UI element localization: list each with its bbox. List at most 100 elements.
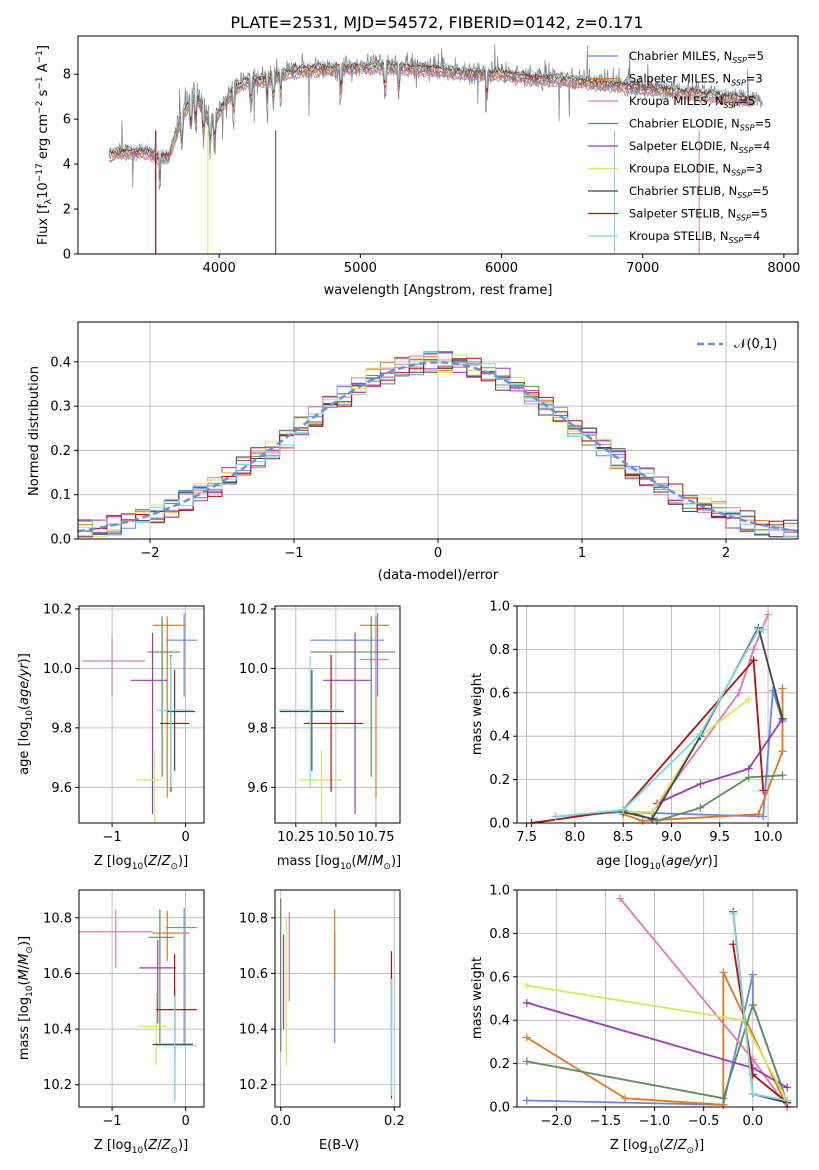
spectrum-ytick-label: 0 xyxy=(63,248,71,263)
spectrum-legend-label: Salpeter MILES, NSSP=3 xyxy=(629,72,763,88)
wZ-marker xyxy=(783,1096,792,1105)
spectrum-panel: 4000 5000 6000 7000 8000 0 2 4 6 8 Chabrier MILES… xyxy=(35,35,800,298)
spectrum-xtick-label: 5000 xyxy=(344,261,377,276)
mass-vs-EBV-panel: 0.0 0.2 10.2 10.4 10.6 10.8 E(B-V) xyxy=(239,889,405,1153)
age-vs-mass-frame xyxy=(274,605,401,824)
mZ-xtick-label: −1 xyxy=(103,1114,122,1129)
mass-vs-Z-y-label: mass [log10(M/M⊙)] xyxy=(17,936,35,1060)
model-spectrum-line xyxy=(109,57,756,171)
wZ-marker xyxy=(522,981,531,990)
wZ-xtick-label: −1.0 xyxy=(639,1114,671,1129)
residuals-xtick-label: 1 xyxy=(578,546,586,561)
residuals-ytick-label: 0.3 xyxy=(50,400,71,415)
ageZ-ytick-label: 10.0 xyxy=(43,662,72,677)
wAge-series-line xyxy=(623,614,769,813)
spectrum-legend-label: Salpeter ELODIE, NSSP=4 xyxy=(629,139,770,155)
age-vs-Z-x-label: Z [log10(Z/Z⊙)] xyxy=(94,854,188,872)
residuals-panel: −2 −1 0 1 2 0.0 0.1 0.2 0.3 0.4 𝒩(0,1) (data-mode… xyxy=(27,321,799,583)
residuals-xtick-label: −1 xyxy=(284,546,303,561)
ageM-xtick-label: 10.75 xyxy=(357,830,394,845)
mE-xtick-label: 0.2 xyxy=(384,1114,405,1129)
wZ-marker xyxy=(729,909,738,918)
wZ-series-line xyxy=(732,911,788,1104)
wAge-marker xyxy=(778,747,787,756)
wAge-xtick-label: 9.0 xyxy=(661,830,682,845)
spectrum-ytick-label: 8 xyxy=(63,68,71,83)
wZ-xtick-label: −1.5 xyxy=(590,1114,622,1129)
figure-title: PLATE=2531, MJD=54572, FIBERID=0142, z=0… xyxy=(230,13,643,32)
mass-vs-Z-points xyxy=(79,908,198,1102)
wAge-series-line xyxy=(623,698,750,813)
weight-vs-age-lines xyxy=(527,610,787,827)
weight-vs-age-frame xyxy=(516,605,798,824)
spectrum-ytick-label: 4 xyxy=(63,158,71,173)
spectrum-y-label: Flux [fλ10−17 erg cm−2 s−1 A−1] xyxy=(35,45,54,245)
residuals-xtick-label: 0 xyxy=(434,546,442,561)
age-vs-Z-y-label: age [log10(age/yr)] xyxy=(17,653,35,775)
wAge-marker xyxy=(696,803,705,812)
wZ-ytick-label: 0.4 xyxy=(489,1014,510,1029)
spectrum-xtick-label: 7000 xyxy=(626,261,659,276)
model-spectrum-line xyxy=(108,67,756,178)
mE-ytick-label: 10.6 xyxy=(239,967,268,982)
wZ-xtick-label: −0.5 xyxy=(688,1114,720,1129)
wAge-ytick-label: 0.2 xyxy=(489,773,510,788)
mass-vs-Z-frame xyxy=(78,889,205,1108)
age-vs-mass-points xyxy=(278,613,396,823)
wZ-ytick-label: 0.0 xyxy=(489,1101,510,1116)
residuals-xtick-label: −2 xyxy=(140,546,159,561)
wAge-xtick-label: 7.5 xyxy=(516,830,537,845)
spectrum-frame xyxy=(77,35,799,255)
mE-xtick-label: 0.0 xyxy=(270,1114,291,1129)
wAge-series-line xyxy=(531,658,765,824)
mZ-ytick-label: 10.2 xyxy=(43,1078,72,1093)
wAge-marker xyxy=(778,684,787,693)
wZ-marker xyxy=(621,1094,630,1103)
spectrum-ytick-label: 6 xyxy=(63,113,71,128)
age-vs-Z-frame xyxy=(78,605,205,824)
residuals-xtick-label: 2 xyxy=(722,546,730,561)
wAge-series-line xyxy=(656,718,784,805)
weight-vs-Z-lines xyxy=(522,894,792,1111)
ageZ-ytick-label: 9.8 xyxy=(51,721,72,736)
wAge-ytick-label: 0.6 xyxy=(489,686,510,701)
mass-vs-EBV-points xyxy=(280,898,393,1099)
wAge-marker xyxy=(744,695,753,704)
wAge-ytick-label: 0.0 xyxy=(489,817,510,832)
mass-vs-Z-panel: −1 0 10.2 10.4 10.6 10.8 Z [log10(Z/Z⊙)] mass… xyxy=(17,889,205,1156)
spectrum-x-label: wavelength [Angstrom, rest frame] xyxy=(324,283,553,298)
spectrum-ytick-label: 2 xyxy=(63,203,71,218)
wAge-xtick-label: 8.0 xyxy=(565,830,586,845)
spectrum-xtick-label: 8000 xyxy=(767,261,800,276)
wZ-series-line xyxy=(526,1002,789,1103)
mZ-ytick-label: 10.8 xyxy=(43,911,72,926)
ageM-ytick-label: 9.8 xyxy=(247,721,268,736)
wZ-marker xyxy=(748,970,757,979)
residuals-ytick-label: 0.2 xyxy=(50,444,71,459)
ageM-xtick-label: 10.50 xyxy=(317,830,354,845)
wAge-marker xyxy=(764,610,773,619)
mass-vs-EBV-x-label: E(B-V) xyxy=(319,1138,359,1153)
wZ-marker xyxy=(522,1033,531,1042)
wAge-marker xyxy=(648,814,657,823)
normal-curve xyxy=(77,361,799,533)
wAge-xtick-label: 10.0 xyxy=(754,830,783,845)
weight-vs-age-x-label: age [log10(age/yr)] xyxy=(596,854,718,872)
spectrum-xtick-label: 6000 xyxy=(485,261,518,276)
wAge-ytick-label: 0.8 xyxy=(489,643,510,658)
weight-vs-Z-y-label: mass weight xyxy=(470,957,485,1039)
ageZ-ytick-label: 9.6 xyxy=(51,781,72,796)
ageZ-xtick-label: −1 xyxy=(103,830,122,845)
mZ-ytick-label: 10.4 xyxy=(43,1023,72,1038)
wAge-marker xyxy=(696,779,705,788)
residual-histogram xyxy=(78,351,798,538)
spectrum-xtick-label: 4000 xyxy=(203,261,236,276)
ageZ-ytick-label: 10.2 xyxy=(43,602,72,617)
wZ-marker xyxy=(522,1096,531,1105)
wAge-marker xyxy=(749,656,758,665)
wZ-marker xyxy=(748,1001,757,1010)
wZ-xtick-label: −2.0 xyxy=(541,1114,573,1129)
ageM-ytick-label: 10.2 xyxy=(239,602,268,617)
wAge-marker xyxy=(778,771,787,780)
age-vs-Z-points xyxy=(82,613,198,823)
